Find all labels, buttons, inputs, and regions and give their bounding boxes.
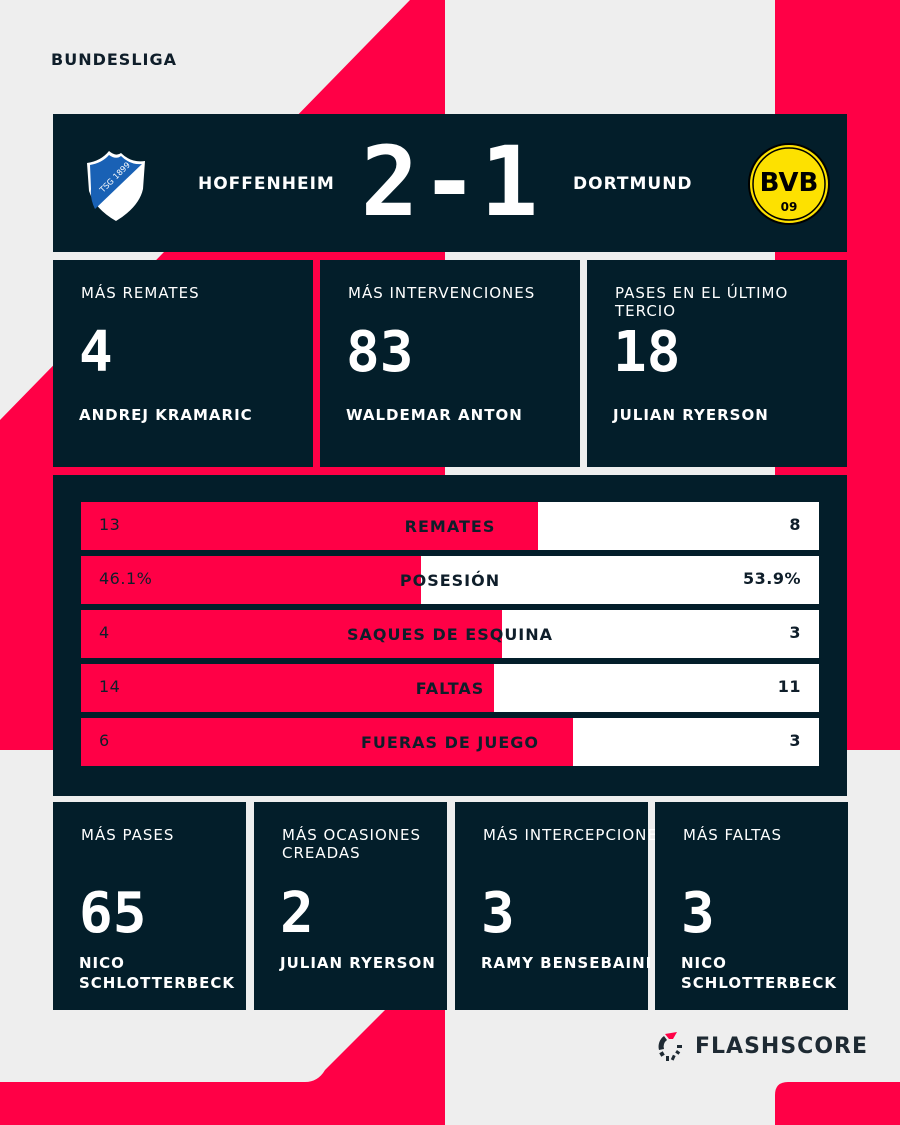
card-player: WALDEMAR ANTON <box>346 406 523 424</box>
card-title: MÁS REMATES <box>81 284 200 302</box>
stat-row-fouls: 14 FALTAS 11 <box>81 664 819 712</box>
stat-label: SAQUES DE ESQUINA <box>346 625 554 644</box>
brand-name: FLASHSCORE <box>695 1033 868 1059</box>
card-value: 18 <box>613 320 681 385</box>
home-share-bar <box>81 502 538 550</box>
card-title: MÁS INTERVENCIONES <box>348 284 536 302</box>
card-value: 4 <box>79 320 113 385</box>
stat-row-possession: 46.1% POSESIÓN 53.9% <box>81 556 819 604</box>
player-card-final-third-passes: PASES EN EL ÚLTIMO TERCIO 18 JULIAN RYER… <box>587 260 847 467</box>
stat-row-offsides: 6 FUERAS DE JUEGO 3 <box>81 718 819 766</box>
card-player: ANDREJ KRAMARIC <box>79 406 253 424</box>
bvb-crest-icon: BVB 09 <box>748 143 830 225</box>
home-share-bar <box>81 556 422 604</box>
hoffenheim-crest-icon: TSG 1899 <box>87 151 145 221</box>
league-title: BUNDESLIGA <box>51 50 177 69</box>
card-value: 2 <box>280 881 314 946</box>
card-title: MÁS PASES <box>81 826 175 844</box>
stat-away-value: 11 <box>777 677 801 696</box>
svg-text:BVB: BVB <box>760 168 819 198</box>
card-title: MÁS INTERCEPCIONES <box>483 826 669 844</box>
card-value: 3 <box>681 881 715 946</box>
svg-text:09: 09 <box>781 200 798 214</box>
card-value: 65 <box>79 881 147 946</box>
player-card-chances-created: MÁS OCASIONES CREADAS 2 JULIAN RYERSON <box>254 802 447 1010</box>
player-card-most-passes: MÁS PASES 65 NICO SCHLOTTERBECK <box>53 802 246 1010</box>
stat-home-value: 13 <box>99 515 121 534</box>
stat-home-value: 6 <box>99 731 110 750</box>
player-card-interceptions: MÁS INTERCEPCIONES 3 RAMY BENSEBAINI <box>455 802 667 1010</box>
stat-away-value: 8 <box>789 515 801 534</box>
stat-label: FUERAS DE JUEGO <box>360 733 540 752</box>
stat-label: POSESIÓN <box>399 571 501 590</box>
stat-row-shots: 13 REMATES 8 <box>81 502 819 550</box>
flashscore-brand: FLASHSCORE <box>655 1030 868 1062</box>
card-player: JULIAN RYERSON <box>280 954 436 972</box>
home-team-name: HOFFENHEIM <box>198 174 335 194</box>
card-player: RAMY BENSEBAINI <box>481 954 653 972</box>
card-title: PASES EN EL ÚLTIMO TERCIO <box>615 284 789 320</box>
stat-home-value: 4 <box>99 623 110 642</box>
card-player: NICO SCHLOTTERBECK <box>681 954 838 992</box>
home-share-bar <box>81 664 495 712</box>
stat-away-value: 3 <box>789 623 801 642</box>
stat-away-value: 53.9% <box>742 569 801 588</box>
stat-home-value: 14 <box>99 677 121 696</box>
away-team-name: DORTMUND <box>573 174 693 194</box>
stat-row-corners: 4 SAQUES DE ESQUINA 3 <box>81 610 819 658</box>
card-player: JULIAN RYERSON <box>613 406 769 424</box>
team-stats-panel: 13 REMATES 8 46.1% POSESIÓN 53.9% 4 SAQU… <box>53 475 847 796</box>
player-card-most-shots: MÁS REMATES 4 ANDREJ KRAMARIC <box>53 260 313 467</box>
home-share-bar <box>81 610 503 658</box>
stat-label: FALTAS <box>415 679 485 698</box>
flashscore-logo-icon <box>658 1032 682 1061</box>
home-share-bar <box>81 718 574 766</box>
player-card-most-fouls: MÁS FALTAS 3 NICO SCHLOTTERBECK <box>655 802 848 1010</box>
card-value: 83 <box>346 320 414 385</box>
stat-label: REMATES <box>404 517 496 536</box>
match-score: 2-1 <box>360 126 541 238</box>
stat-away-value: 3 <box>789 731 801 750</box>
stat-home-value: 46.1% <box>99 569 153 588</box>
card-player: NICO SCHLOTTERBECK <box>79 954 236 992</box>
card-title: MÁS FALTAS <box>683 826 783 844</box>
card-value: 3 <box>481 881 515 946</box>
scoreboard: TSG 1899 HOFFENHEIM 2-1 DORTMUND BVB 09 <box>53 114 847 252</box>
card-title: MÁS OCASIONES CREADAS <box>282 826 422 862</box>
player-card-most-interventions: MÁS INTERVENCIONES 83 WALDEMAR ANTON <box>320 260 580 467</box>
